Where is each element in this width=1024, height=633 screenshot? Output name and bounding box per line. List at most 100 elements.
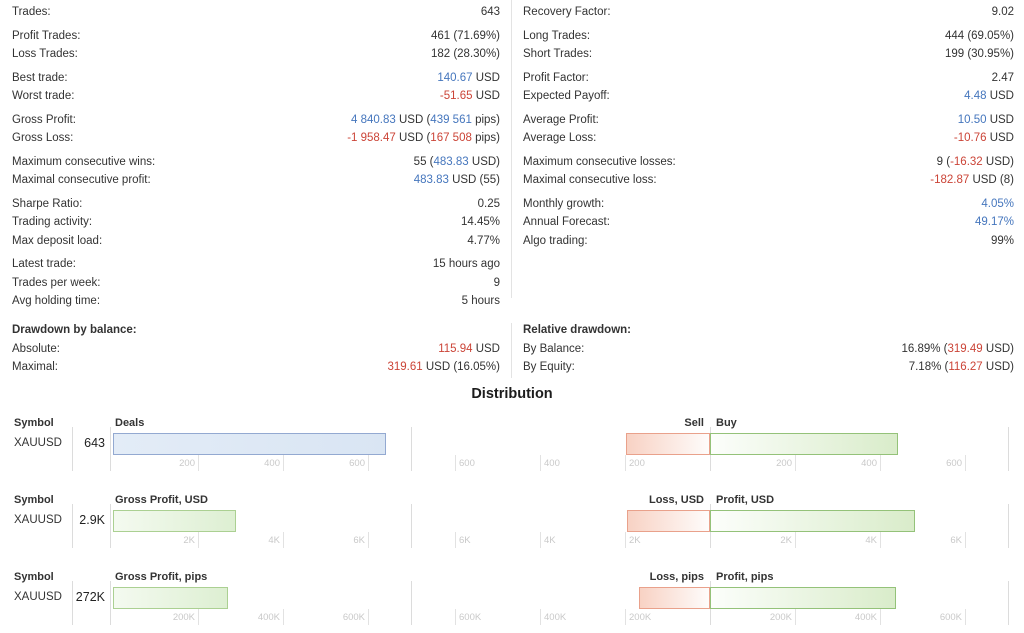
chart-boundary-line: [411, 427, 412, 471]
stat-value-segment: 9 (: [936, 155, 951, 168]
stat-value-segment: USD): [982, 342, 1014, 355]
stat-value-segment: -16.32: [950, 155, 983, 168]
stat-label: Absolute:: [12, 342, 60, 355]
chart-boundary-line: [411, 581, 412, 625]
axis-tick-label: 6K: [950, 535, 962, 546]
stat-value-segment: USD: [472, 71, 500, 84]
stat-label: Sharpe Ratio:: [12, 197, 83, 210]
stat-value-segment: USD: [986, 113, 1014, 126]
stat-value: 2.47: [992, 69, 1014, 88]
axis-tick: [965, 532, 966, 548]
bar-negative: [626, 433, 710, 455]
axis-tick-label: 400: [544, 458, 560, 469]
stat-row: Algo trading: 99%: [523, 232, 1014, 251]
stat-value-segment: 4.05%: [981, 197, 1014, 210]
stat-row: Maximal consecutive loss: -182.87 USD (8): [523, 171, 1014, 190]
stat-value: 7.18% (116.27 USD): [909, 358, 1014, 377]
stat-label: Loss Trades:: [12, 48, 78, 60]
stat-value: 4 840.83 USD (439 561 pips): [351, 111, 500, 130]
stats-column-right: Recovery Factor: 9.02 Long Trades: 444 (69.…: [523, 3, 1014, 250]
stat-label: Maximum consecutive wins:: [12, 155, 156, 168]
stat-value-segment: 199 (30.95%): [944, 48, 1014, 60]
stat-label: Trades:: [12, 6, 51, 18]
stat-value-segment: pips): [471, 132, 500, 144]
stat-value-segment: USD (: [395, 132, 431, 144]
chart-title: Gross Profit, USD: [115, 494, 208, 506]
stat-value: 10.50 USD: [958, 111, 1014, 130]
stat-value-segment: USD): [982, 155, 1014, 168]
stat-value-segment: 16.89% (: [901, 342, 948, 355]
axis-tick: [455, 532, 456, 548]
axis-tick: [625, 455, 626, 471]
stat-value-segment: 0.25: [477, 197, 500, 210]
axis-tick: [795, 455, 796, 471]
stat-value: 9: [494, 274, 500, 293]
axis-tick: [965, 455, 966, 471]
stat-value-segment: pips): [471, 113, 500, 126]
stat-label: Gross Profit:: [12, 113, 76, 126]
stat-value-segment: 55 (: [413, 155, 434, 168]
stat-value-segment: 5 hours: [461, 295, 500, 307]
axis-tick-label: 4K: [268, 535, 280, 546]
stat-row: Short Trades: 199 (30.95%): [523, 45, 1014, 64]
stat-value: -51.65 USD: [440, 87, 500, 106]
buy-profit-header: Profit, pips: [716, 571, 774, 583]
chart-boundary-line: [110, 581, 111, 625]
stat-row: Monthly growth: 4.05%: [523, 195, 1014, 214]
stat-group: Sharpe Ratio: 0.25 Trading activity: 14.45%…: [12, 195, 500, 251]
stat-value-segment: 116.27: [948, 361, 983, 373]
drawdown-balance-block: Drawdown by balance: Absolute: 115.94 USD M…: [12, 321, 500, 377]
stat-value-segment: 4.77%: [467, 234, 500, 247]
axis-tick: [368, 609, 369, 625]
symbol-label: XAUUSD: [14, 514, 62, 526]
stat-row: Average Profit: 10.50 USD: [523, 111, 1014, 130]
buy-profit-header: Profit, USD: [716, 494, 775, 506]
stat-value: 4.48 USD: [964, 87, 1014, 106]
stat-value: 115.94 USD: [438, 340, 500, 359]
stat-value: 461 (71.69%): [431, 27, 500, 46]
stat-row: Maximum consecutive wins: 55 (483.83 USD): [12, 153, 500, 172]
axis-tick-label: 200K: [629, 612, 652, 623]
stat-row: Absolute: 115.94 USD: [12, 340, 500, 359]
stat-row: Max deposit load: 4.77%: [12, 232, 500, 251]
stat-label: Long Trades:: [523, 29, 591, 42]
stat-value-segment: 439 561: [430, 113, 472, 126]
stat-row: Best trade: 140.67 USD: [12, 69, 500, 88]
stat-label: Relative drawdown:: [523, 324, 631, 336]
axis-tick-label: 2K: [183, 535, 195, 546]
axis-tick-label: 200: [629, 458, 645, 469]
axis-tick-label: 2K: [629, 535, 641, 546]
stat-group: Maximum consecutive losses: 9 (-16.32 USD…: [523, 153, 1014, 190]
stat-row: Average Loss: -10.76 USD: [523, 129, 1014, 148]
stat-value-segment: 15 hours ago: [432, 258, 500, 270]
stat-row: Avg holding time: 5 hours: [12, 292, 500, 311]
stat-value: 9.02: [992, 3, 1014, 22]
stat-row: Maximum consecutive losses: 9 (-16.32 USD…: [523, 153, 1014, 172]
stat-row: Profit Factor: 2.47: [523, 69, 1014, 88]
stat-value-segment: 182 (28.30%): [430, 48, 500, 60]
stat-value: 0.25: [478, 195, 500, 214]
stat-value-segment: 99%: [990, 234, 1014, 247]
axis-tick: [795, 609, 796, 625]
stat-label: Maximum consecutive losses:: [523, 155, 676, 168]
total-value: 2.9K: [79, 513, 105, 527]
stat-label: Max deposit load:: [12, 234, 103, 247]
stat-group: Latest trade: 15 hours ago Trades per week…: [12, 255, 500, 311]
stat-label: Profit Factor:: [523, 71, 589, 84]
stat-value: 182 (28.30%): [431, 45, 500, 64]
chart-title: Deals: [115, 417, 145, 429]
stat-label: Gross Loss:: [12, 132, 74, 144]
axis-tick-label: 400: [861, 458, 877, 469]
stat-label: Trading activity:: [12, 216, 93, 228]
stat-value-segment: 4 840.83: [351, 113, 396, 126]
stat-value: 319.61 USD (16.05%): [387, 358, 500, 377]
stat-value-segment: USD: [986, 132, 1014, 144]
stat-label: Average Loss:: [523, 132, 597, 144]
stat-value-segment: USD (8): [969, 174, 1014, 186]
stat-value-segment: 461 (71.69%): [430, 29, 500, 42]
stat-label: Latest trade:: [12, 258, 76, 270]
axis-tick-label: 400K: [854, 612, 877, 623]
axis-tick-label: 600: [459, 458, 475, 469]
stat-value: 15 hours ago: [433, 255, 500, 274]
stat-row: Trades per week: 9: [12, 274, 500, 293]
